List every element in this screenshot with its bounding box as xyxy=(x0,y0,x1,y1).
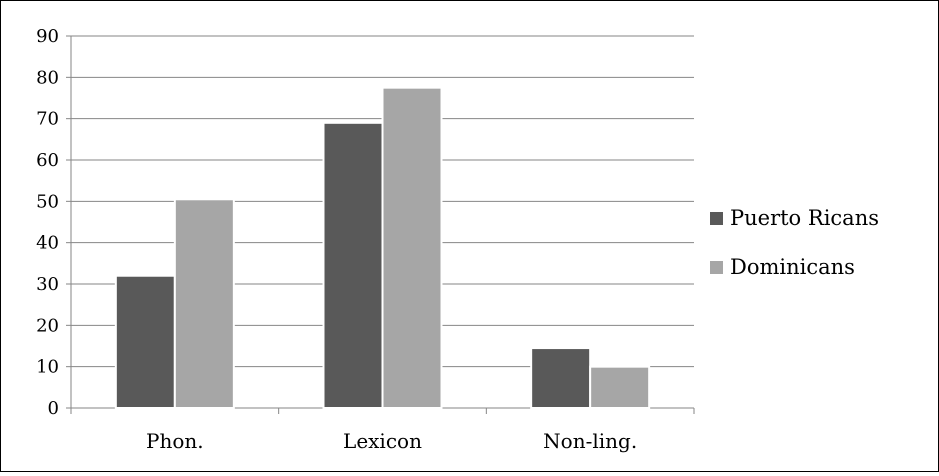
x-axis-labels: Phon. Lexicon Non-ling. xyxy=(146,429,637,453)
y-axis-ticks: 0 10 20 30 40 50 60 70 80 90 xyxy=(36,26,59,419)
y-tick-label: 40 xyxy=(36,233,59,254)
y-tick-label: 60 xyxy=(36,150,59,171)
bars xyxy=(114,86,651,410)
y-tick-label: 20 xyxy=(36,315,59,336)
y-tick-label: 0 xyxy=(48,398,59,419)
legend: Puerto Ricans Dominicans xyxy=(710,206,879,279)
y-tick-label: 70 xyxy=(36,109,59,130)
y-tick-label: 80 xyxy=(36,67,59,88)
y-tick-label: 10 xyxy=(36,357,59,378)
bar-puerto-ricans-2 xyxy=(530,347,592,410)
y-tick-label: 90 xyxy=(36,26,59,47)
y-tick-label: 30 xyxy=(36,274,59,295)
legend-swatch xyxy=(710,212,723,225)
legend-label: Puerto Ricans xyxy=(730,206,879,230)
bar-puerto-ricans-0 xyxy=(114,274,176,409)
x-category-label: Lexicon xyxy=(343,429,422,453)
bar-dominicans-0 xyxy=(173,198,235,409)
bar-dominicans-1 xyxy=(381,86,443,410)
legend-swatch xyxy=(710,261,723,274)
x-category-label: Phon. xyxy=(146,429,204,453)
x-category-label: Non-ling. xyxy=(543,429,637,453)
bar-puerto-ricans-1 xyxy=(322,121,384,410)
legend-label: Dominicans xyxy=(730,255,855,279)
bar-dominicans-2 xyxy=(589,365,651,409)
y-tick-label: 50 xyxy=(36,191,59,212)
